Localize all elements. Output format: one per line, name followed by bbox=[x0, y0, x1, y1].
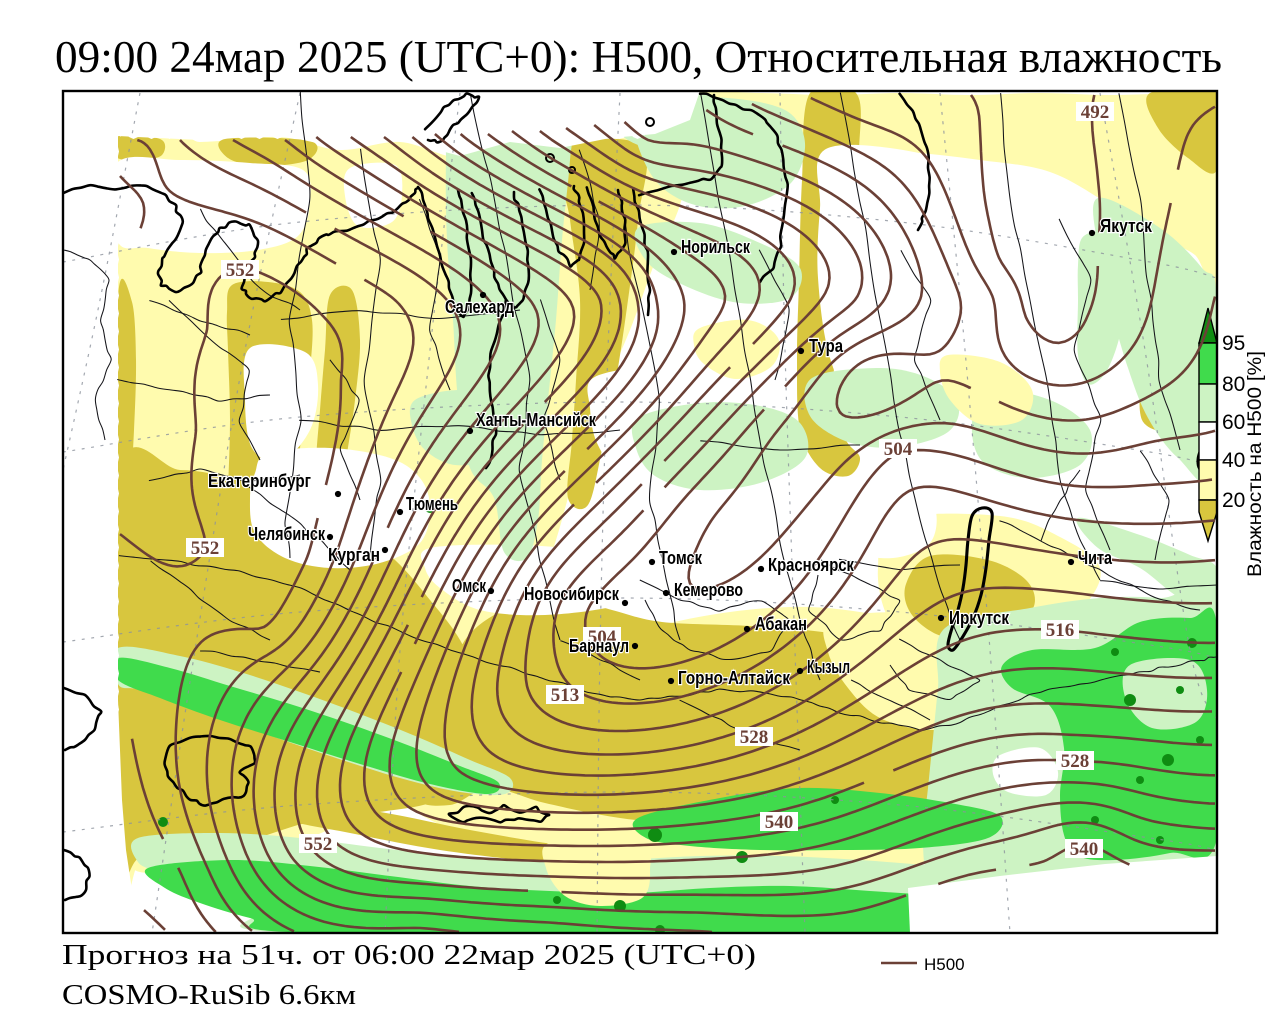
svg-text:504: 504 bbox=[588, 627, 617, 648]
svg-text:Тура: Тура bbox=[809, 336, 844, 356]
svg-text:20: 20 bbox=[1222, 489, 1245, 512]
svg-text:Чита: Чита bbox=[1078, 548, 1113, 568]
svg-text:Якутск: Якутск bbox=[1100, 216, 1153, 236]
svg-text:Красноярск: Красноярск bbox=[768, 555, 855, 575]
svg-text:COSMO-RuSib 6.6км: COSMO-RuSib 6.6км bbox=[62, 979, 356, 1011]
svg-text:Челябинск: Челябинск bbox=[248, 524, 326, 544]
svg-text:528: 528 bbox=[740, 727, 769, 748]
svg-text:513: 513 bbox=[551, 685, 580, 706]
svg-text:Абакан: Абакан bbox=[755, 614, 807, 634]
svg-text:Омск: Омск bbox=[452, 576, 487, 596]
svg-text:Салехард: Салехард bbox=[445, 297, 514, 317]
svg-text:492: 492 bbox=[1081, 102, 1110, 123]
svg-text:Влажность на H500 [%]: Влажность на H500 [%] bbox=[1244, 351, 1266, 577]
svg-text:09:00 24мар 2025 (UTC+0): H500: 09:00 24мар 2025 (UTC+0): H500, Относите… bbox=[55, 32, 1222, 82]
svg-text:Прогноз на 51ч. от 06:00 22мар: Прогноз на 51ч. от 06:00 22мар 2025 (UTC… bbox=[62, 939, 756, 971]
svg-text:Курган: Курган bbox=[328, 545, 380, 565]
svg-text:Новосибирск: Новосибирск bbox=[524, 584, 620, 604]
svg-text:Барнаул: Барнаул bbox=[569, 636, 629, 656]
svg-text:40: 40 bbox=[1222, 449, 1245, 472]
svg-text:H500: H500 bbox=[924, 955, 965, 974]
svg-text:60: 60 bbox=[1222, 411, 1245, 434]
svg-text:540: 540 bbox=[1070, 839, 1099, 860]
svg-text:552: 552 bbox=[191, 538, 220, 559]
svg-text:Иркутск: Иркутск bbox=[949, 608, 1010, 628]
svg-text:504: 504 bbox=[884, 439, 913, 460]
svg-text:Ханты-Мансийск: Ханты-Мансийск bbox=[476, 410, 597, 430]
svg-text:80: 80 bbox=[1222, 373, 1245, 396]
svg-text:Екатеринбург: Екатеринбург bbox=[208, 471, 311, 491]
svg-text:95: 95 bbox=[1222, 332, 1245, 355]
svg-text:552: 552 bbox=[226, 260, 255, 281]
svg-text:528: 528 bbox=[1061, 751, 1090, 772]
svg-text:516: 516 bbox=[1046, 620, 1075, 641]
svg-text:Тюмень: Тюмень bbox=[406, 494, 458, 514]
svg-text:Горно-Алтайск: Горно-Алтайск bbox=[678, 668, 791, 688]
svg-text:Томск: Томск bbox=[659, 548, 703, 568]
svg-text:Кызыл: Кызыл bbox=[807, 657, 850, 677]
svg-text:552: 552 bbox=[304, 834, 333, 855]
svg-text:Кемерово: Кемерово bbox=[674, 580, 743, 600]
svg-text:Норильск: Норильск bbox=[681, 237, 751, 257]
svg-text:540: 540 bbox=[765, 812, 794, 833]
